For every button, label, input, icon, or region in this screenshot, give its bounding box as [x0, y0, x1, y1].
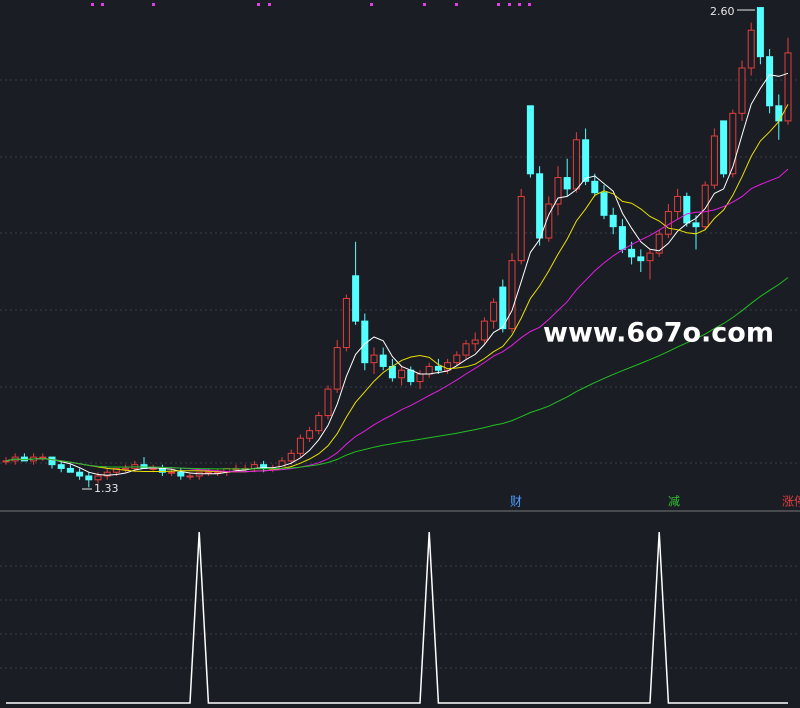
candle-body — [112, 467, 120, 473]
top-markers — [91, 3, 531, 6]
moving-average — [5, 277, 789, 470]
candle-body — [701, 184, 709, 228]
marker — [268, 3, 271, 6]
candle-body — [48, 456, 56, 466]
candle-body — [296, 437, 304, 454]
candle-body — [149, 467, 157, 470]
candle-body — [683, 195, 691, 224]
candle-body — [747, 29, 755, 69]
marker — [508, 3, 511, 6]
candle-body — [563, 177, 571, 190]
candle-body — [756, 7, 764, 58]
candle-body — [287, 452, 295, 462]
marker — [497, 3, 500, 6]
marker — [257, 3, 260, 6]
candle-body — [315, 415, 323, 432]
candle-body — [545, 203, 553, 239]
candle-body — [94, 475, 102, 481]
marker — [455, 3, 458, 6]
marker — [370, 3, 373, 6]
candle-body — [306, 430, 314, 439]
candle-body — [480, 320, 488, 341]
candle-body — [168, 471, 176, 474]
watermark: www.6o7o.com — [543, 318, 774, 349]
candle-body — [103, 471, 111, 477]
moving-average — [5, 72, 789, 476]
candle-body — [122, 467, 130, 470]
candle-body — [572, 139, 580, 190]
candle-body — [352, 275, 360, 322]
candle-body — [655, 233, 663, 254]
candle-body — [398, 369, 406, 379]
grid — [0, 79, 800, 669]
candle-body — [39, 456, 47, 459]
marker — [423, 3, 426, 6]
candle-body — [333, 347, 341, 390]
candle-body — [609, 214, 617, 228]
candle-body — [324, 388, 332, 417]
marks — [2, 7, 792, 704]
marker — [91, 3, 94, 6]
candle-body — [444, 362, 452, 371]
signal-label: 涨停 — [782, 494, 800, 509]
candle-body — [582, 139, 590, 182]
marker — [152, 3, 155, 6]
signal-label: 财 — [510, 495, 522, 509]
candle-body — [204, 471, 212, 474]
candle-body — [508, 260, 516, 330]
candle-body — [379, 354, 387, 367]
marker — [518, 3, 521, 6]
candle-body — [471, 339, 479, 345]
candle-body — [628, 248, 636, 258]
low-annotation: 1.33 — [94, 482, 119, 495]
candle-body — [526, 105, 534, 175]
candle-body — [434, 365, 442, 371]
candle-body — [738, 67, 746, 114]
candle-body — [554, 177, 562, 205]
candle-body — [536, 173, 544, 239]
candle-body — [766, 56, 774, 107]
indicator-line — [6, 531, 788, 704]
candle-body — [2, 460, 10, 463]
candle-body — [646, 252, 654, 262]
candle-body — [720, 120, 728, 175]
candle-body — [66, 467, 74, 473]
high-annotation: 2.60 — [710, 5, 735, 18]
candle-body — [710, 135, 718, 186]
candle-body — [278, 460, 286, 469]
candle-body — [517, 195, 525, 262]
moving-average — [5, 104, 789, 473]
candle-body — [370, 354, 378, 364]
marker — [528, 3, 531, 6]
candle-body — [591, 180, 599, 194]
marker — [101, 3, 104, 6]
candle-body — [674, 195, 682, 213]
candle-body — [177, 471, 185, 477]
signal-label: 减 — [668, 495, 680, 509]
candle-body — [499, 286, 507, 330]
candle-body — [637, 256, 645, 262]
candle-body — [407, 369, 415, 383]
candle-body — [784, 52, 792, 122]
candle-body — [618, 226, 626, 250]
candle-body — [76, 471, 84, 477]
candle-body — [600, 192, 608, 216]
candle-body — [342, 297, 350, 349]
candle-body — [85, 475, 93, 481]
candle-body — [416, 373, 424, 383]
candle-body — [425, 365, 433, 375]
candle-body — [490, 301, 498, 322]
candle-body — [186, 475, 194, 478]
candle-body — [462, 343, 470, 356]
candle-body — [692, 222, 700, 228]
candle-body — [453, 354, 461, 364]
candle-body — [729, 112, 737, 175]
candle-body — [57, 464, 65, 469]
